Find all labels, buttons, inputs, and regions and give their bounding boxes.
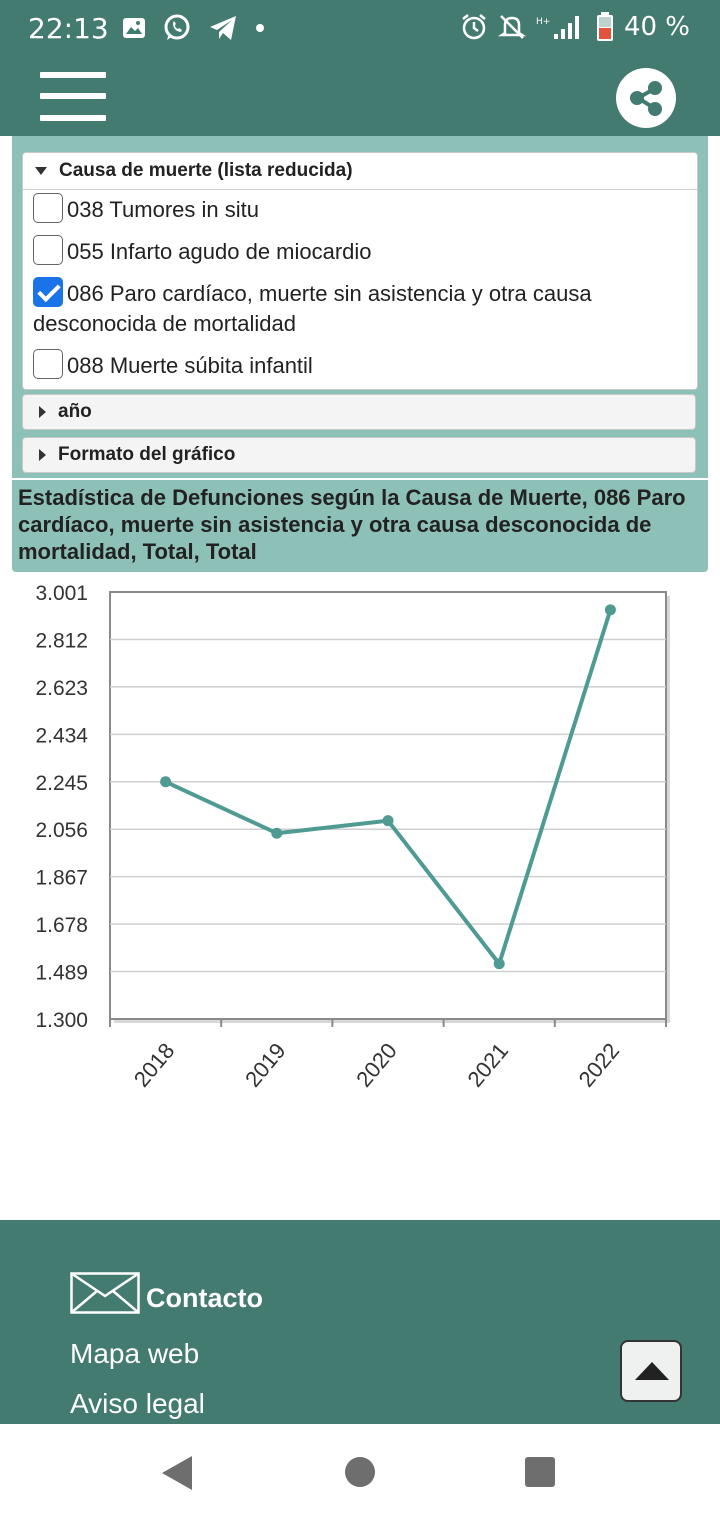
y-tick-label: 1.867 <box>35 867 88 890</box>
chart-title-line: cardíaco, muerte sin asistencia y otra c… <box>18 512 652 537</box>
y-tick-label: 1.678 <box>35 914 88 937</box>
option-label: 088 Muerte súbita infantil <box>67 353 313 378</box>
data-point <box>493 958 505 970</box>
status-time: 22:13 <box>28 12 109 45</box>
share-icon <box>630 81 662 116</box>
caret-down-icon <box>35 167 47 175</box>
envelope-icon <box>70 1272 140 1314</box>
share-button[interactable] <box>616 68 676 128</box>
checkbox-checked[interactable] <box>33 277 63 307</box>
cause-option[interactable]: 038 Tumores in situ <box>33 193 259 225</box>
y-tick-label: 1.489 <box>35 962 88 985</box>
year-accordion-title: año <box>58 401 92 422</box>
option-label: 086 Paro cardíaco, muerte sin asistencia… <box>67 281 592 306</box>
y-tick-label: 3.001 <box>35 582 88 605</box>
format-accordion-title: Formato del gráfico <box>58 444 236 465</box>
caret-right-icon <box>39 406 46 418</box>
cause-option[interactable]: 088 Muerte súbita infantil <box>33 349 313 381</box>
line-chart: 3.001 2.812 2.623 2.434 2.245 2.056 1.867 1.678… <box>35 582 670 1092</box>
x-tick-label: 2022 <box>574 1038 625 1092</box>
y-tick-label: 2.812 <box>35 629 88 652</box>
data-point <box>382 815 394 827</box>
y-tick-label: 2.245 <box>35 772 88 795</box>
option-label: 038 Tumores in situ <box>67 197 259 222</box>
legal-notice-link[interactable]: Aviso legal <box>70 1388 205 1419</box>
app-bar <box>0 58 720 136</box>
dot-icon <box>256 24 264 32</box>
chart-title-line: Estadística de Defunciones según la Caus… <box>18 485 686 510</box>
x-tick-label: 2020 <box>351 1038 402 1092</box>
cause-accordion-title: Causa de muerte (lista reducida) <box>59 160 353 181</box>
status-bar: 22:13 H+ 40 % <box>0 0 720 58</box>
contact-link[interactable]: Contacto <box>70 1272 263 1314</box>
chart-title-line: mortalidad, Total, Total <box>18 539 257 564</box>
y-tick-label: 2.623 <box>35 677 88 700</box>
back-icon[interactable] <box>162 1456 192 1490</box>
y-tick-label: 2.056 <box>35 819 88 842</box>
checkbox[interactable] <box>33 193 63 223</box>
plot-area <box>109 591 667 1020</box>
whatsapp-icon <box>164 14 190 40</box>
option-label-cont: desconocida de mortalidad <box>33 311 296 336</box>
data-point <box>160 776 172 788</box>
format-accordion-header[interactable]: Formato del gráfico <box>22 437 696 473</box>
hamburger-menu-icon[interactable] <box>40 72 106 122</box>
year-accordion-header[interactable]: año <box>22 394 696 430</box>
home-icon[interactable] <box>345 1457 375 1487</box>
x-tick-label: 2019 <box>240 1038 291 1092</box>
telegram-icon <box>210 16 236 40</box>
x-tick-label: 2021 <box>462 1038 513 1092</box>
data-point <box>271 827 283 839</box>
x-tick-label: 2018 <box>129 1038 180 1092</box>
alarm-icon <box>462 14 486 40</box>
system-nav-bar <box>0 1424 720 1520</box>
mute-icon <box>497 15 526 39</box>
cause-option[interactable]: 055 Infarto agudo de miocardio <box>33 235 372 267</box>
chart-title: Estadística de Defunciones según la Caus… <box>12 480 708 572</box>
battery-icon <box>596 12 613 41</box>
caret-right-icon <box>39 449 46 461</box>
data-point <box>604 604 616 616</box>
sitemap-link[interactable]: Mapa web <box>70 1338 200 1369</box>
filter-panel: Causa de muerte (lista reducida) 038 Tum… <box>12 136 708 478</box>
checkbox[interactable] <box>33 349 63 379</box>
checkbox[interactable] <box>33 235 63 265</box>
cause-accordion-header[interactable]: Causa de muerte (lista reducida) <box>23 153 697 190</box>
option-label: 055 Infarto agudo de miocardio <box>67 239 372 264</box>
scroll-to-top-button[interactable] <box>620 1340 682 1402</box>
image-icon <box>123 18 145 38</box>
cause-option[interactable]: 086 Paro cardíaco, muerte sin asistencia… <box>33 277 683 339</box>
contact-label: Contacto <box>146 1283 263 1313</box>
signal-icon: H+ <box>536 16 579 39</box>
footer: Contacto Mapa web Aviso legal <box>0 1220 720 1424</box>
svg-text:H+: H+ <box>536 17 550 27</box>
recents-icon[interactable] <box>525 1457 555 1487</box>
y-tick-label: 1.300 <box>35 1009 88 1032</box>
cause-accordion: Causa de muerte (lista reducida) 038 Tum… <box>22 152 698 390</box>
y-tick-label: 2.434 <box>35 724 88 747</box>
battery-level: 40 % <box>623 12 690 42</box>
